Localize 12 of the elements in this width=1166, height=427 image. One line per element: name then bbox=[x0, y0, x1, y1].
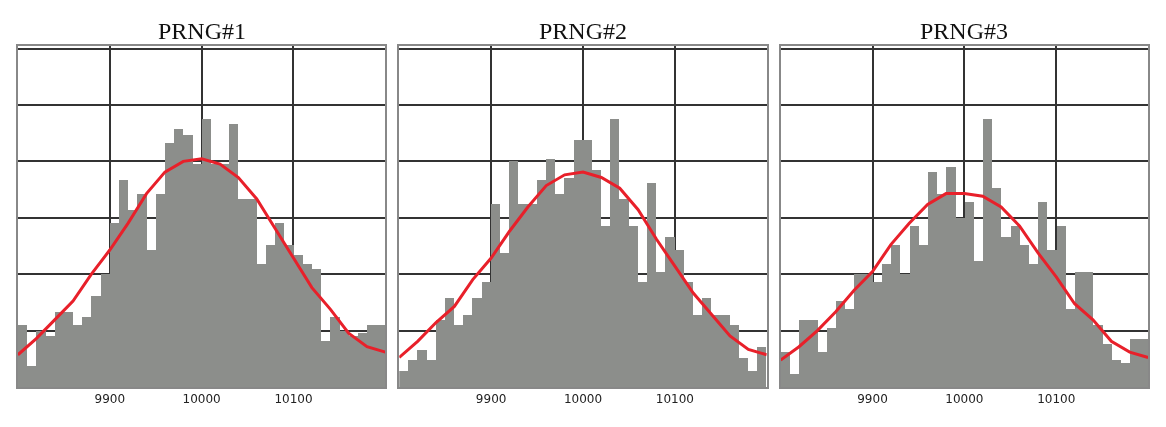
x-tick-label: 10000 bbox=[945, 392, 984, 407]
x-tick-label: 9900 bbox=[475, 392, 507, 407]
chart-title: PRNG#2 bbox=[539, 18, 628, 44]
x-tick-label: 10100 bbox=[1037, 392, 1076, 407]
x-tick-label: 9900 bbox=[94, 392, 126, 407]
x-tick-label: 10000 bbox=[563, 392, 603, 407]
x-tick-label: 10100 bbox=[274, 392, 313, 407]
x-tick-label: 10000 bbox=[182, 392, 221, 407]
x-tick-label: 10100 bbox=[655, 392, 694, 407]
x-tick-label: 9900 bbox=[857, 392, 888, 407]
chart-title: PRNG#1 bbox=[158, 18, 247, 44]
chart-title: PRNG#3 bbox=[920, 18, 1009, 44]
